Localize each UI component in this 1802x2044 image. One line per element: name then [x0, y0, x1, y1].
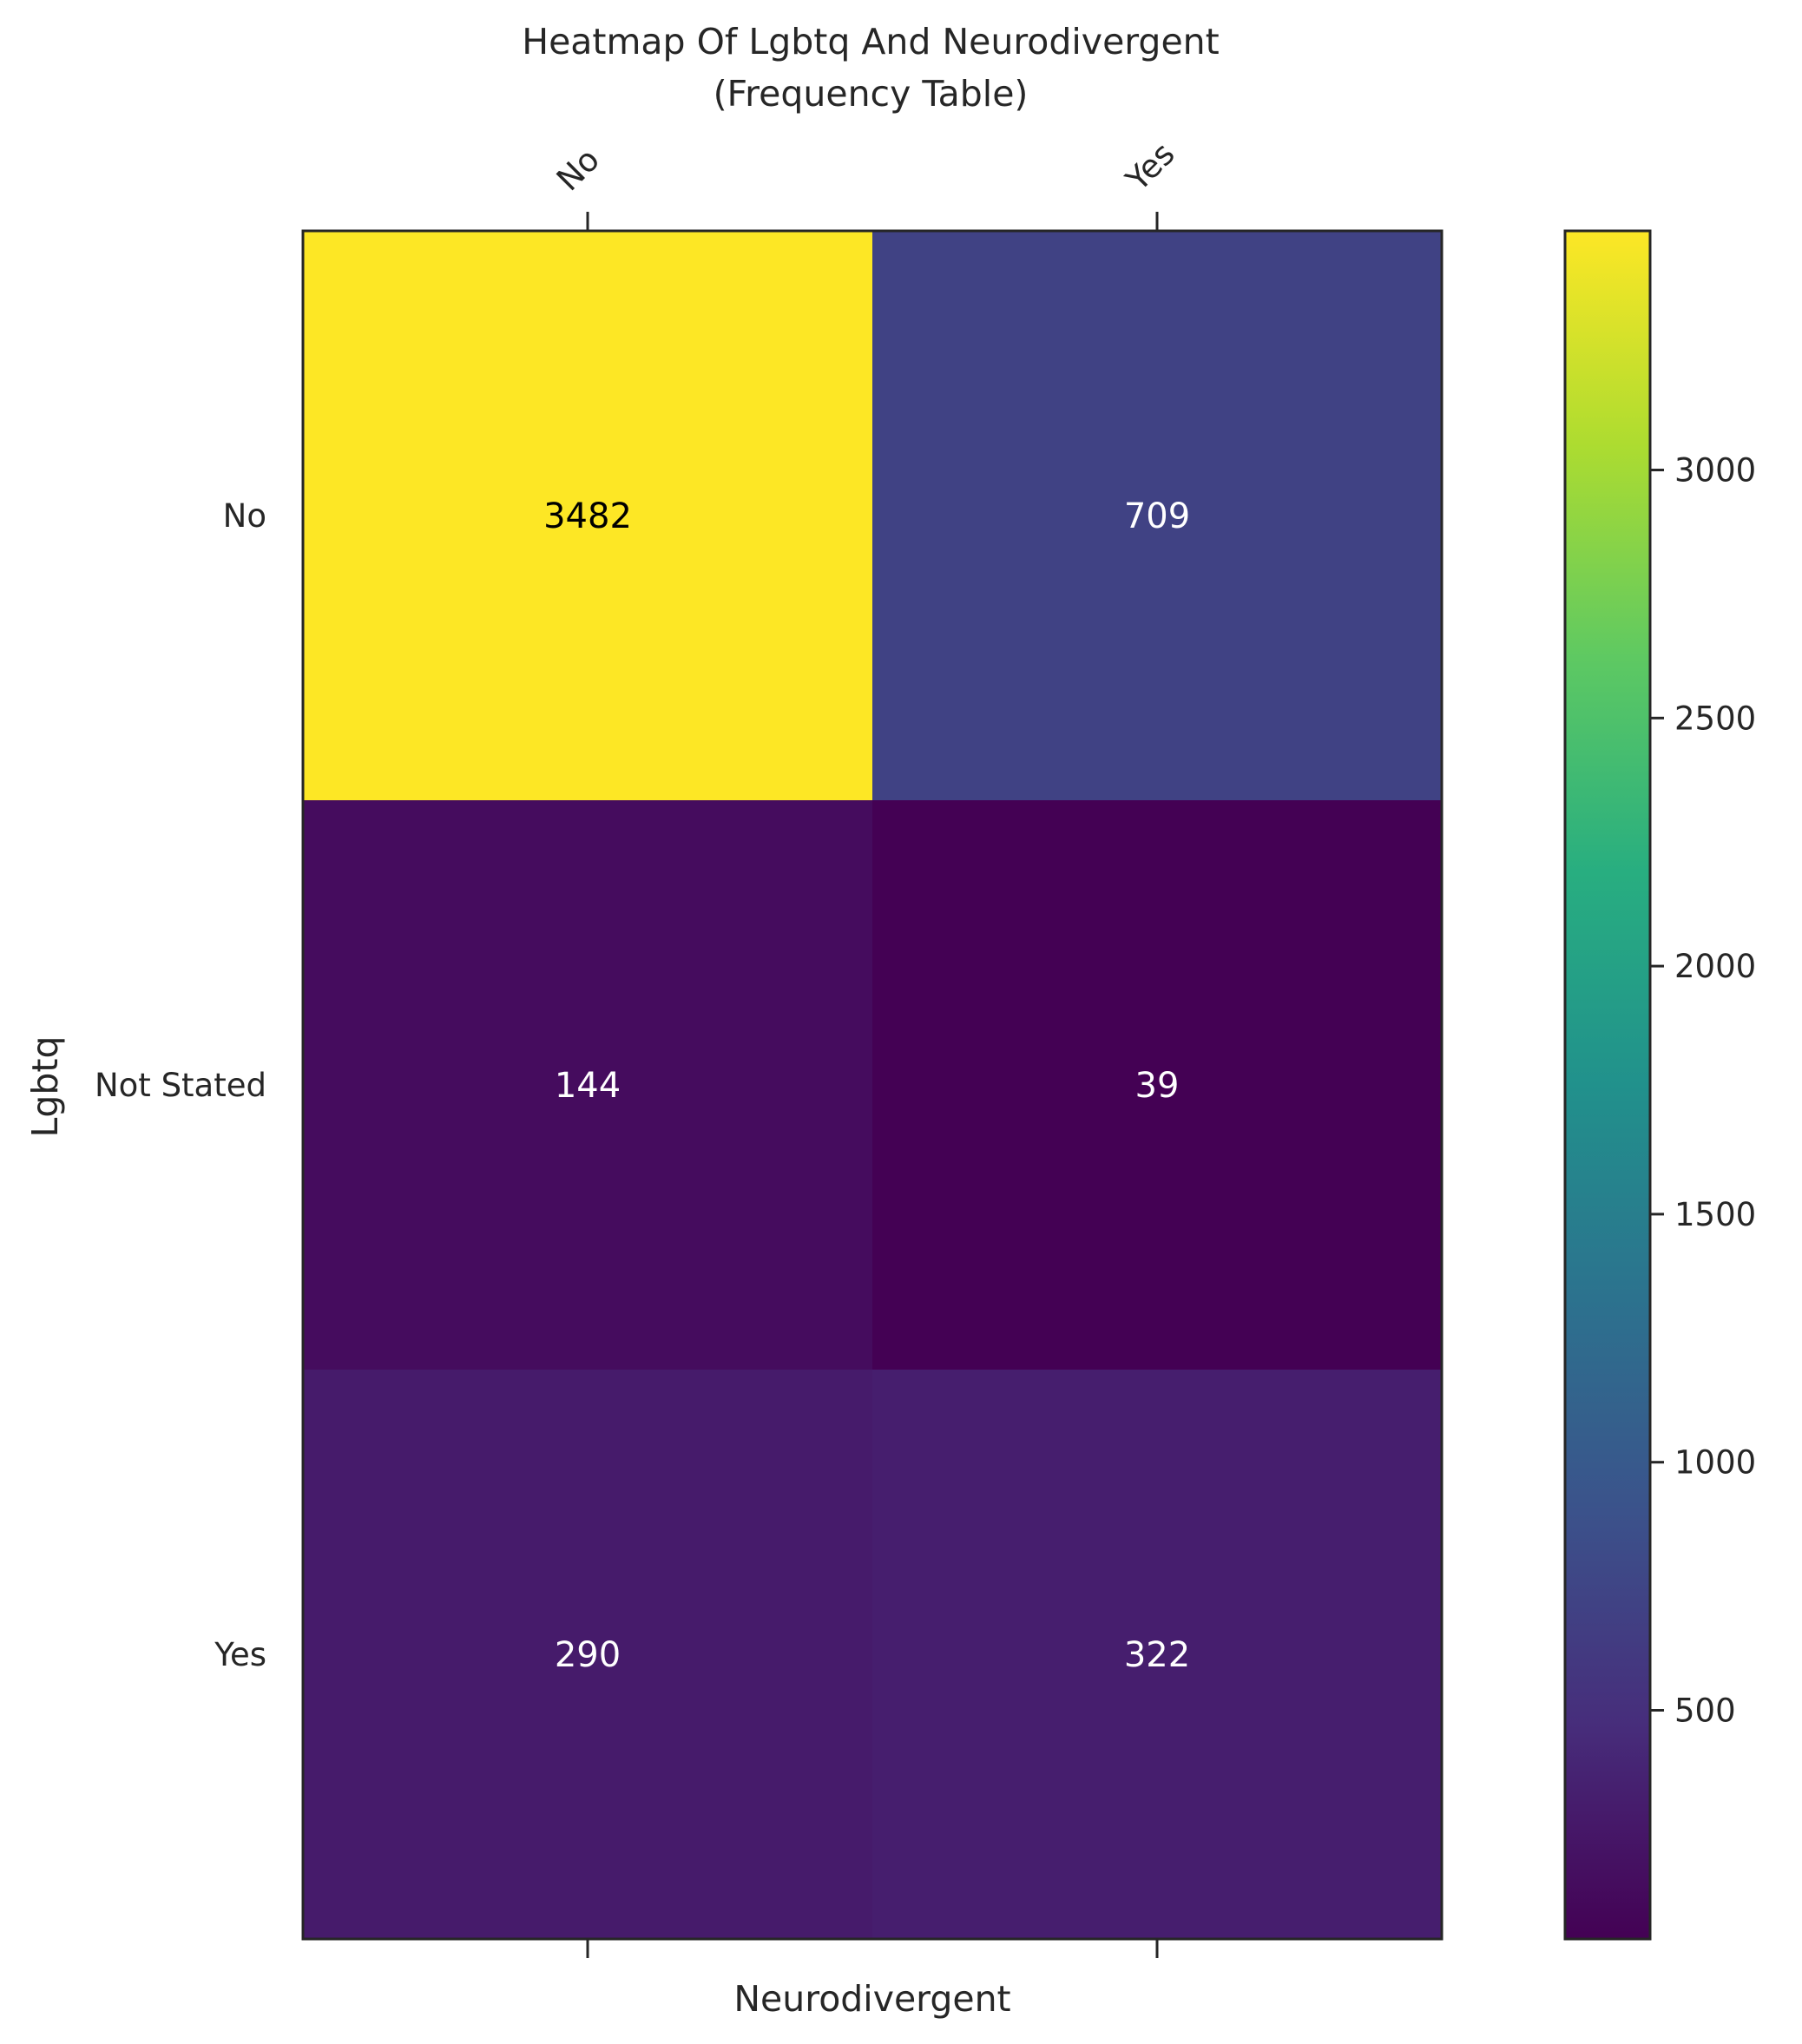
heatmap-cell: [303, 231, 873, 801]
heatmap-cell: [872, 800, 1443, 1370]
colorbar-tick-label: 1500: [1674, 1196, 1756, 1233]
y-tick-label: No: [223, 497, 266, 535]
x-axis-label: Neurodivergent: [733, 1978, 1010, 2020]
colorbar-ticks: 500 1000 1500 2000 2500 3000: [1650, 452, 1756, 1729]
heatmap-cell: [303, 800, 873, 1370]
cell-value-label: 3482: [543, 496, 632, 536]
colorbar: [1563, 229, 1652, 1941]
colorbar-tick-label: 2500: [1674, 700, 1756, 737]
x-tick-label: Yes: [1118, 135, 1181, 199]
heatmap-cells: [303, 231, 1443, 1940]
y-axis-label: Lgbtq: [24, 1036, 66, 1138]
colorbar-tick-label: 3000: [1674, 452, 1756, 490]
chart-title: Heatmap Of Lgbtq And Neurodivergent: [522, 21, 1220, 62]
heatmap-cell: [303, 1370, 873, 1940]
cell-value-label: 322: [1124, 1635, 1190, 1675]
y-tick-label: Yes: [214, 1636, 266, 1673]
cell-value-label: 144: [555, 1066, 621, 1106]
y-tick-label: Not Stated: [95, 1067, 266, 1104]
plot-frame: [301, 229, 1444, 1941]
chart-subtitle: (Frequency Table): [714, 73, 1029, 115]
colorbar-tick-label: 2000: [1674, 948, 1756, 985]
colorbar-tick-label: 1000: [1674, 1444, 1756, 1482]
colorbar-tick-label: 500: [1674, 1692, 1736, 1729]
cell-value-label: 709: [1124, 496, 1190, 536]
heatmap-cell: [872, 1370, 1443, 1940]
cell-value-label: 39: [1135, 1066, 1180, 1106]
heatmap-cell: [872, 231, 1443, 801]
y-axis-ticks: No Not Stated Yes: [95, 497, 266, 1673]
cell-value-label: 290: [555, 1635, 621, 1675]
heatmap-cell-labels: 3482 709 144 39 290 322: [543, 496, 1190, 1675]
x-tick-label: No: [549, 141, 607, 198]
